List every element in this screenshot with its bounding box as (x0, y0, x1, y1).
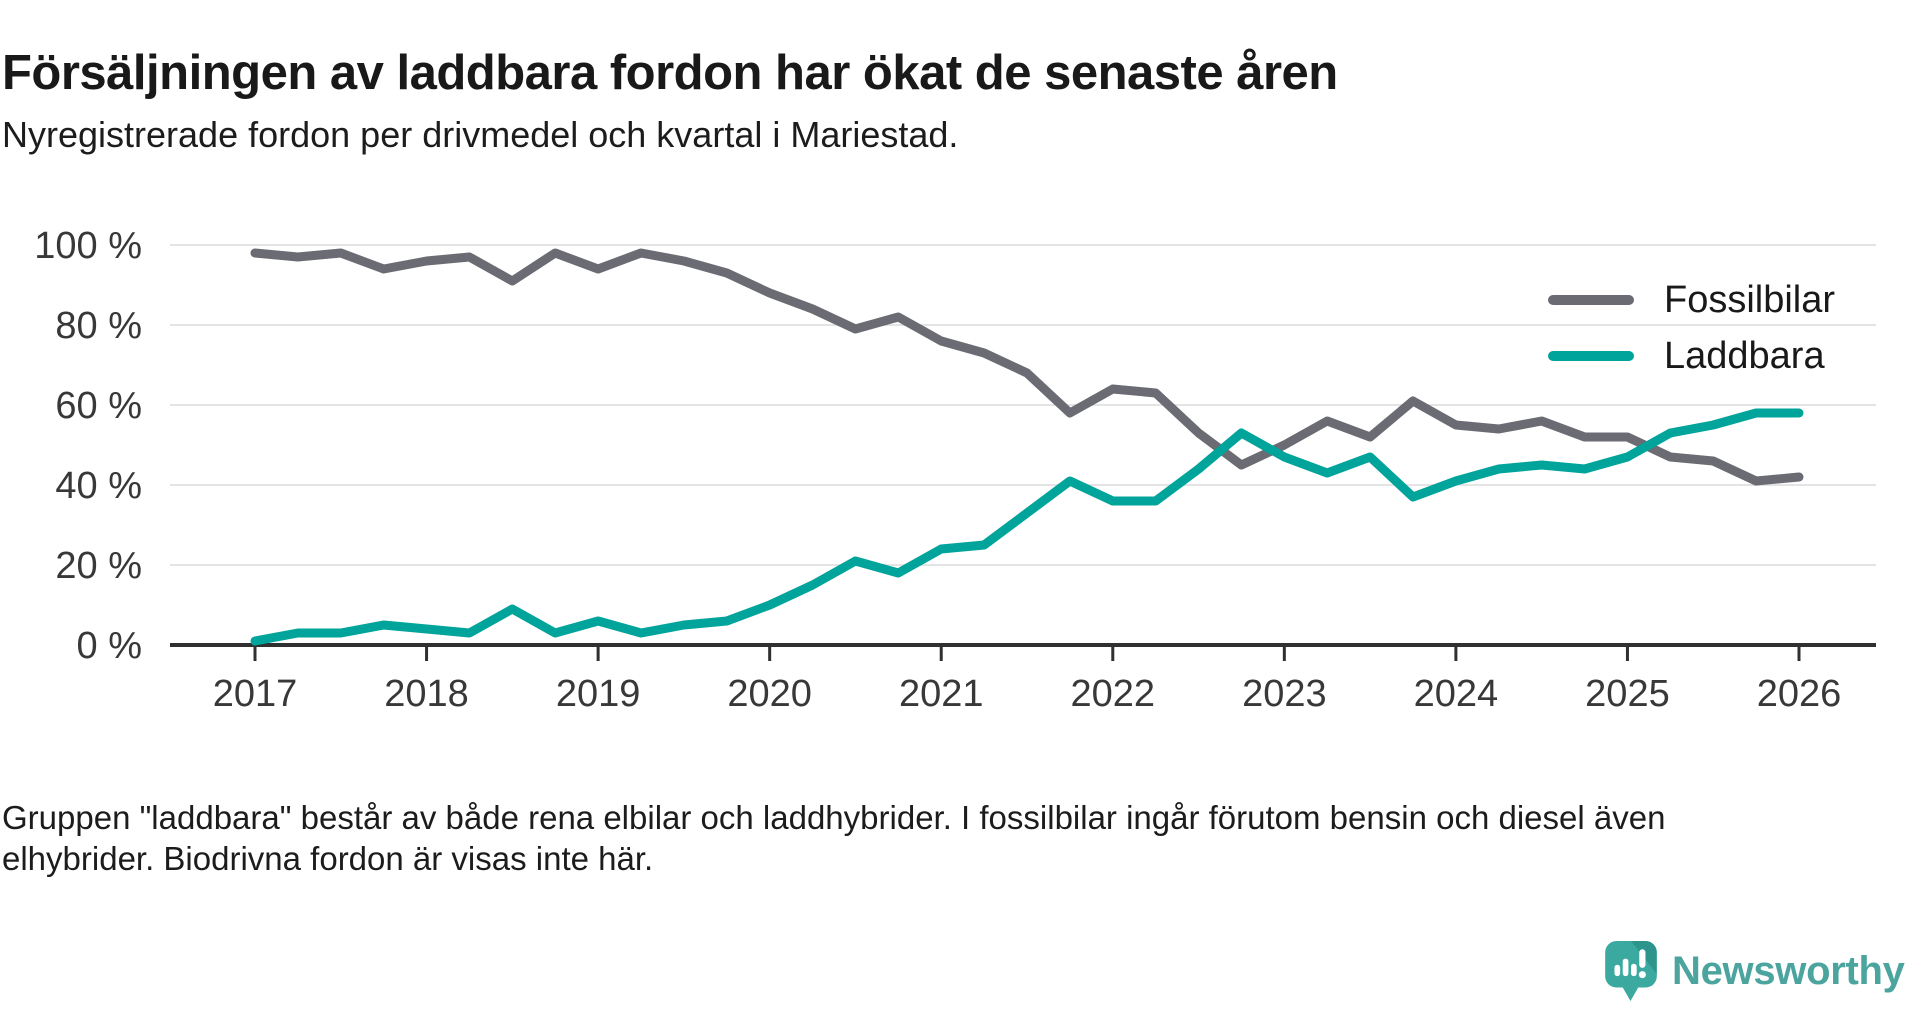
x-axis-label: 2023 (1242, 673, 1327, 715)
chart-legend: Fossilbilar Laddbara (1548, 272, 1835, 384)
page-subtitle: Nyregistrerade fordon per drivmedel och … (2, 114, 959, 155)
bar-glyph-medium (1631, 963, 1637, 977)
y-axis-labels: 0 % 20 % 40 % 60 % 80 % 100 % (34, 225, 142, 667)
series-line-laddbara (250, 408, 1804, 646)
footnote-line-2: elhybrider. Biodrivna fordon är visas in… (2, 840, 654, 877)
x-axis-label: 2022 (1071, 673, 1156, 715)
y-axis-label: 100 % (34, 225, 142, 267)
x-axis-ticks (253, 645, 1801, 661)
x-axis-label: 2025 (1585, 673, 1670, 715)
exclamation-dot (1638, 971, 1646, 979)
x-axis-label: 2017 (213, 673, 298, 715)
series-line-fossilbilar (250, 248, 1804, 486)
y-axis-label: 80 % (55, 305, 142, 347)
series-lines (250, 248, 1804, 646)
x-axis-label: 2018 (384, 673, 469, 715)
y-axis-label: 20 % (55, 545, 142, 587)
y-axis-label: 40 % (55, 465, 142, 507)
newsworthy-speech-bubble-bar-chart-icon (1605, 941, 1657, 1001)
x-axis-label: 2021 (899, 673, 984, 715)
y-axis-label: 0 % (77, 625, 142, 667)
newsworthy-logo: Newsworthy (1604, 940, 1905, 1002)
page-title: Försäljningen av laddbara fordon har öka… (2, 45, 1338, 100)
gridlines (170, 244, 1876, 647)
laddbara-line-swatch (1548, 351, 1634, 361)
legend-label: Laddbara (1664, 334, 1825, 377)
exclamation-bar (1639, 949, 1646, 968)
bar-glyph-short (1614, 964, 1621, 977)
fossilbilar-line-swatch (1548, 295, 1634, 305)
chart-footnote: Gruppen "laddbara" består av både rena e… (2, 797, 1882, 879)
legend-label: Fossilbilar (1664, 278, 1836, 321)
newsworthy-wordmark: Newsworthy (1672, 948, 1905, 993)
x-axis-label: 2019 (556, 673, 641, 715)
x-axis-label: 2026 (1757, 673, 1842, 715)
y-axis-label: 60 % (55, 385, 142, 427)
bar-glyph-tall (1622, 958, 1629, 977)
legend-item-laddbara: Laddbara (1548, 328, 1835, 384)
x-axis-label: 2024 (1414, 673, 1499, 715)
footnote-line-1: Gruppen "laddbara" består av både rena e… (2, 799, 1666, 836)
x-axis-labels: 2017 2018 2019 2020 2021 2022 2023 2024 2025 2026 (213, 673, 1842, 715)
x-axis-label: 2020 (727, 673, 812, 715)
legend-item-fossilbilar: Fossilbilar (1548, 272, 1835, 328)
